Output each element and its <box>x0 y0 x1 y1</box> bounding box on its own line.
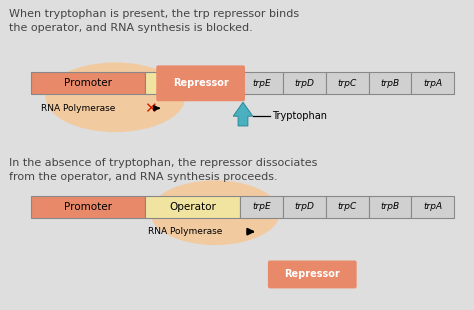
Text: trpA: trpA <box>423 202 443 211</box>
Text: Promoter: Promoter <box>64 78 112 88</box>
Text: Operator: Operator <box>169 78 216 88</box>
FancyBboxPatch shape <box>411 72 455 94</box>
Text: trpD: trpD <box>294 202 314 211</box>
FancyBboxPatch shape <box>240 196 283 218</box>
FancyBboxPatch shape <box>31 72 145 94</box>
FancyBboxPatch shape <box>326 196 369 218</box>
Text: trpE: trpE <box>252 79 271 88</box>
FancyBboxPatch shape <box>411 196 455 218</box>
Text: trpA: trpA <box>423 79 443 88</box>
FancyBboxPatch shape <box>145 196 240 218</box>
Text: trpD: trpD <box>294 79 314 88</box>
FancyBboxPatch shape <box>283 72 326 94</box>
FancyBboxPatch shape <box>326 72 369 94</box>
FancyBboxPatch shape <box>268 260 356 288</box>
FancyBboxPatch shape <box>156 65 245 101</box>
Text: trpC: trpC <box>337 202 357 211</box>
Text: Promoter: Promoter <box>64 202 112 212</box>
FancyBboxPatch shape <box>283 196 326 218</box>
FancyBboxPatch shape <box>31 196 145 218</box>
Text: Repressor: Repressor <box>284 269 340 279</box>
Text: In the absence of tryptophan, the repressor dissociates
from the operator, and R: In the absence of tryptophan, the repres… <box>9 158 317 182</box>
Ellipse shape <box>150 180 280 245</box>
Polygon shape <box>233 102 253 126</box>
Text: trpE: trpE <box>252 202 271 211</box>
Ellipse shape <box>46 62 185 132</box>
Text: trpB: trpB <box>381 202 400 211</box>
Text: RNA Polymerase: RNA Polymerase <box>41 104 115 113</box>
Text: ✕: ✕ <box>144 101 156 116</box>
Text: Tryptophan: Tryptophan <box>272 111 327 121</box>
FancyBboxPatch shape <box>369 72 411 94</box>
FancyBboxPatch shape <box>240 72 283 94</box>
Text: trpC: trpC <box>337 79 357 88</box>
FancyBboxPatch shape <box>145 72 240 94</box>
Text: Repressor: Repressor <box>173 78 228 88</box>
Text: RNA Polymerase: RNA Polymerase <box>148 227 223 236</box>
FancyBboxPatch shape <box>369 196 411 218</box>
Text: Operator: Operator <box>169 202 216 212</box>
Text: When tryptophan is present, the trp repressor binds
the operator, and RNA synthe: When tryptophan is present, the trp repr… <box>9 9 299 33</box>
Text: trpB: trpB <box>381 79 400 88</box>
